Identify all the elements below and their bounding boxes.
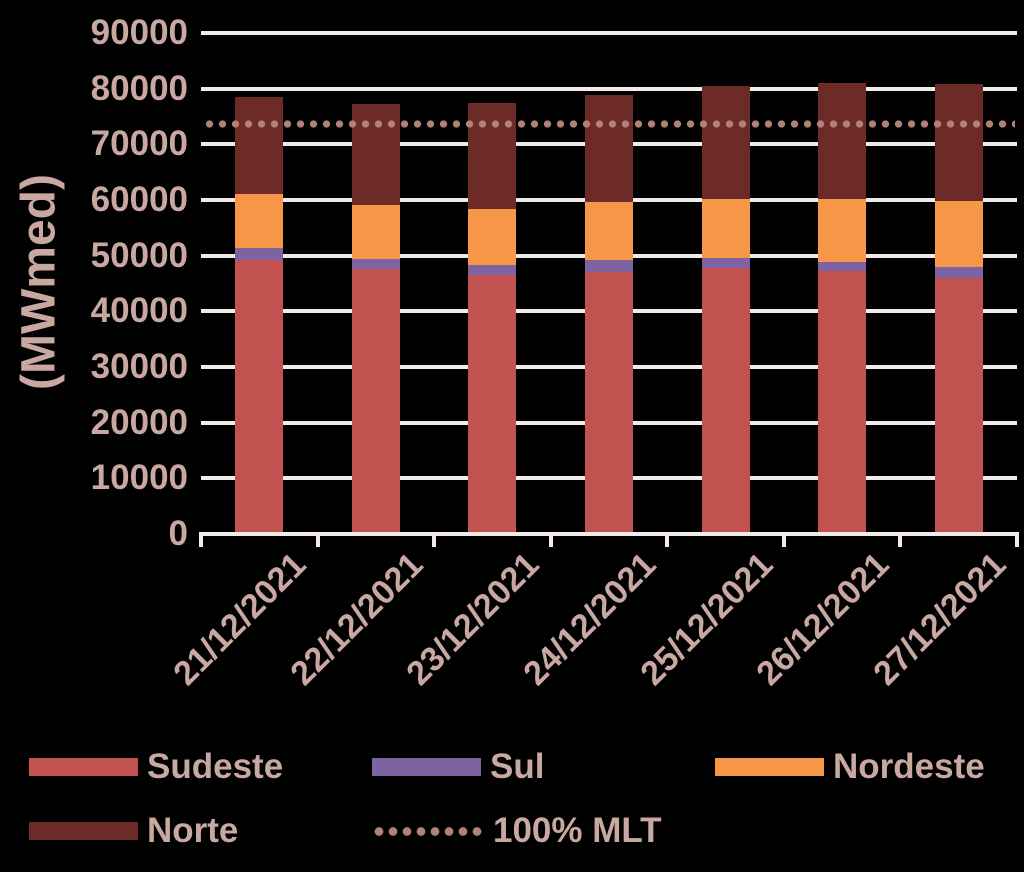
y-tick-label: 70000 xyxy=(90,124,188,164)
x-axis-tick xyxy=(315,534,320,547)
bar-segment-nordeste xyxy=(585,202,633,261)
bar-segment-norte xyxy=(818,83,867,200)
x-axis-tick xyxy=(199,534,203,547)
y-tick-label: 20000 xyxy=(90,402,188,442)
bar-segment-norte xyxy=(934,84,983,202)
bar-segment-sul xyxy=(235,248,284,260)
y-tick-label: 40000 xyxy=(90,291,188,331)
bar-segment-nordeste xyxy=(235,194,284,249)
y-tick-label: 30000 xyxy=(90,347,188,386)
bar-segment-sudeste xyxy=(818,270,867,534)
legend-swatch-sul xyxy=(372,758,481,776)
bar-segment-sudeste xyxy=(235,259,284,534)
y-tick-label: 10000 xyxy=(90,458,188,498)
bar-segment-norte xyxy=(585,94,633,203)
legend-swatch-100-mlt xyxy=(372,826,484,836)
bar-segment-nordeste xyxy=(351,205,400,259)
bar-segment-sul xyxy=(818,261,867,271)
bar-segment-norte xyxy=(235,97,284,195)
bar-segment-sul xyxy=(934,267,983,278)
bar-segment-sul xyxy=(468,264,517,275)
legend-label-nordeste: Nordeste xyxy=(833,747,985,786)
bar-segment-sudeste xyxy=(468,274,517,534)
gridline xyxy=(201,86,1017,91)
bar-segment-sul xyxy=(701,257,750,269)
legend-item-sul: Sul xyxy=(372,748,544,786)
legend-label-sudeste: Sudeste xyxy=(147,747,284,786)
bar-segment-sudeste xyxy=(351,269,400,534)
legend-label-100-mlt: 100% MLT xyxy=(493,811,662,850)
y-tick-label: 0 xyxy=(168,514,188,553)
legend-label-norte: Norte xyxy=(147,811,239,850)
x-axis-tick xyxy=(781,534,786,547)
y-tick-label: 90000 xyxy=(90,13,188,52)
gridline xyxy=(201,31,1017,35)
bar-segment-sul xyxy=(351,259,400,270)
reference-line-100-mlt xyxy=(203,120,1015,129)
legend-item-norte: Norte xyxy=(29,812,238,850)
x-axis-tick xyxy=(665,534,670,547)
bar-segment-nordeste xyxy=(468,209,517,265)
y-tick-label: 60000 xyxy=(90,180,188,219)
bar-segment-nordeste xyxy=(701,198,750,258)
bar-segment-sudeste xyxy=(585,271,633,534)
x-axis-tick xyxy=(1015,534,1019,547)
bar-segment-sudeste xyxy=(934,277,983,534)
legend-label-sul: Sul xyxy=(490,747,545,786)
bar-segment-sudeste xyxy=(701,268,750,534)
legend-item-100-mlt: 100% MLT xyxy=(372,812,662,850)
x-axis-tick xyxy=(548,534,553,547)
y-tick-label: 80000 xyxy=(90,68,188,108)
bar-segment-nordeste xyxy=(934,201,983,268)
x-axis-tick xyxy=(432,534,437,547)
legend-swatch-sudeste xyxy=(29,758,138,776)
legend-item-sudeste: Sudeste xyxy=(29,748,283,786)
legend-swatch-nordeste xyxy=(715,758,824,776)
y-tick-label: 50000 xyxy=(90,235,188,275)
bar-segment-nordeste xyxy=(818,199,867,262)
bar-segment-sul xyxy=(585,260,633,272)
legend-item-nordeste: Nordeste xyxy=(715,748,985,786)
legend-swatch-norte xyxy=(29,822,138,840)
bar-segment-norte xyxy=(701,86,750,199)
x-axis-line xyxy=(199,532,1019,536)
x-axis-tick xyxy=(898,534,903,547)
